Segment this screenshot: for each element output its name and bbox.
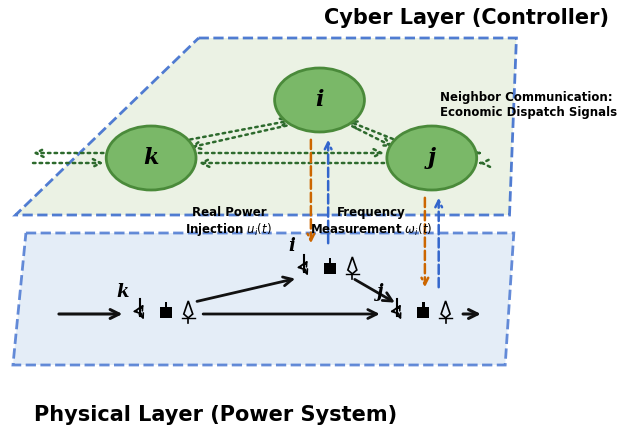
Text: Real Power
Injection $u_i(t)$: Real Power Injection $u_i(t)$ [185, 206, 272, 238]
Bar [418, 306, 429, 318]
Text: j: j [428, 147, 436, 169]
Polygon shape [16, 38, 516, 215]
Text: j: j [377, 283, 383, 301]
Text: Physical Layer (Power System): Physical Layer (Power System) [35, 405, 398, 425]
Bar [422, 302, 425, 308]
Polygon shape [13, 233, 514, 365]
Text: k: k [143, 147, 159, 169]
Ellipse shape [106, 126, 196, 190]
Text: Frequency
Measurement $\omega_i(t)$: Frequency Measurement $\omega_i(t)$ [310, 206, 433, 238]
Bar [160, 306, 171, 318]
Text: i: i [315, 89, 324, 111]
Bar [165, 302, 167, 308]
Ellipse shape [387, 126, 477, 190]
Bar [324, 263, 335, 273]
Ellipse shape [274, 68, 364, 132]
Text: k: k [116, 283, 129, 301]
Text: Neighbor Communication:
Economic Dispatch Signals: Neighbor Communication: Economic Dispatc… [440, 91, 617, 119]
Text: i: i [288, 237, 295, 255]
Text: Cyber Layer (Controller): Cyber Layer (Controller) [324, 8, 609, 28]
Bar [329, 258, 332, 264]
